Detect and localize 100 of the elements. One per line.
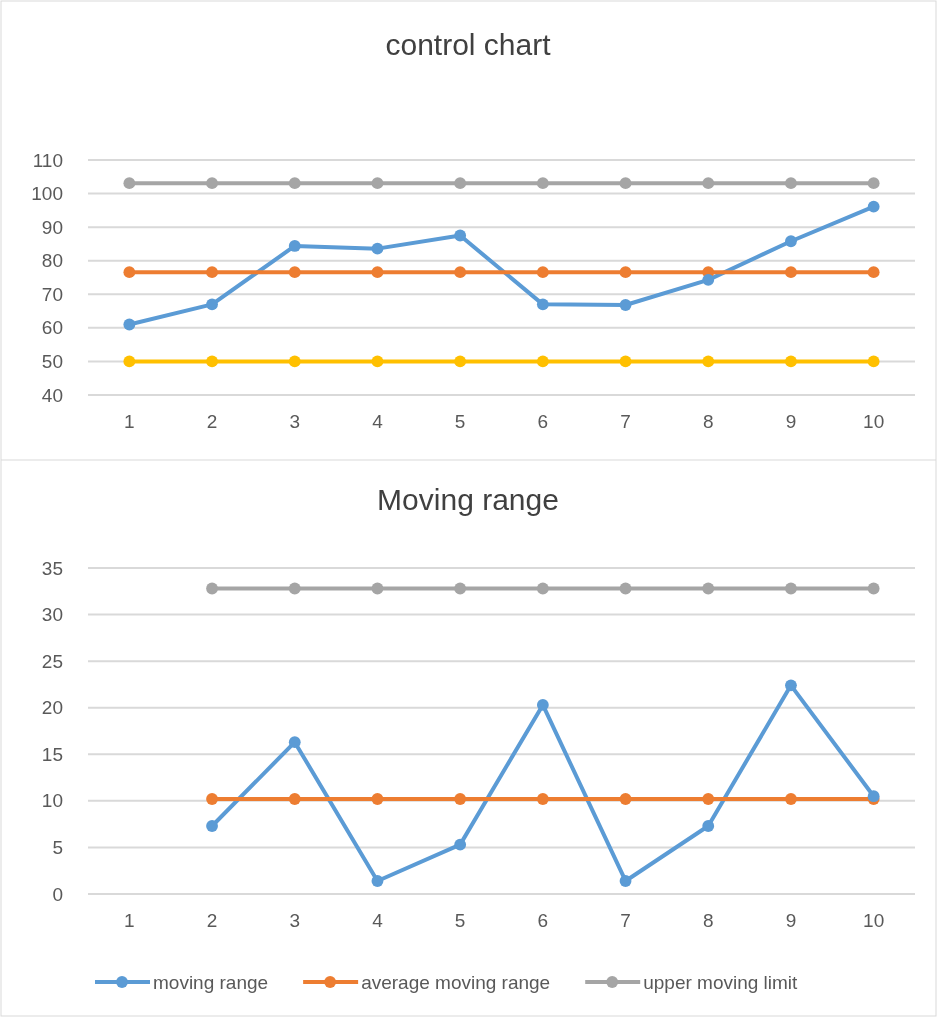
- point: [371, 875, 384, 887]
- point: [454, 838, 467, 851]
- y-tick-label: 80: [41, 250, 63, 272]
- x-tick-label: 7: [620, 910, 631, 932]
- chart-title: control chart: [385, 28, 552, 61]
- point: [785, 177, 797, 190]
- y-tick-label: 90: [41, 216, 63, 238]
- x-tick-label: 3: [289, 910, 301, 932]
- point: [702, 582, 715, 595]
- point: [206, 355, 218, 368]
- point: [454, 177, 467, 190]
- point: [123, 266, 136, 279]
- point: [536, 177, 549, 190]
- y-tick-label: 10: [41, 790, 63, 812]
- x-tick-label: 4: [372, 910, 384, 932]
- point: [702, 273, 715, 286]
- y-tick-label: 60: [41, 317, 63, 339]
- point: [867, 355, 880, 368]
- point: [206, 177, 218, 190]
- point: [371, 177, 384, 190]
- point: [371, 266, 384, 279]
- point: [454, 229, 467, 242]
- x-tick-label: 1: [124, 411, 135, 433]
- point: [454, 266, 467, 279]
- point: [288, 736, 301, 749]
- point: [619, 299, 632, 311]
- point: [619, 793, 632, 805]
- x-tick-label: 5: [454, 910, 466, 932]
- point: [536, 699, 549, 711]
- point: [619, 355, 632, 368]
- x-tick-label: 8: [702, 910, 714, 932]
- x-tick-label: 10: [863, 411, 885, 433]
- x-tick-label: 2: [206, 910, 218, 932]
- point: [785, 582, 797, 595]
- point: [785, 355, 797, 368]
- point: [785, 679, 797, 692]
- x-tick-label: 9: [785, 910, 797, 932]
- y-tick-label: 40: [41, 384, 63, 406]
- point: [702, 793, 715, 805]
- point: [288, 177, 301, 190]
- point: [288, 793, 301, 805]
- point: [206, 820, 218, 832]
- point: [454, 355, 467, 368]
- point: [536, 582, 549, 595]
- legend-label: moving range: [153, 972, 269, 993]
- y-tick-label: 35: [41, 557, 63, 579]
- x-tick-label: 6: [537, 910, 549, 932]
- x-tick-label: 8: [702, 411, 714, 433]
- y-tick-label: 50: [41, 351, 63, 373]
- point: [785, 793, 797, 805]
- point: [206, 266, 218, 279]
- point: [785, 266, 797, 279]
- x-tick-label: 2: [206, 411, 218, 433]
- point: [619, 266, 632, 279]
- point: [123, 355, 136, 368]
- x-tick-label: 7: [620, 411, 631, 433]
- x-tick-label: 5: [454, 411, 466, 433]
- point: [619, 875, 632, 887]
- point: [288, 240, 301, 252]
- point: [785, 235, 797, 248]
- point: [371, 242, 384, 255]
- point: [702, 820, 715, 832]
- point: [206, 582, 218, 595]
- legend-label: upper moving limit: [643, 972, 799, 993]
- point: [536, 793, 549, 805]
- point: [619, 582, 632, 595]
- point: [702, 177, 715, 190]
- point: [206, 298, 218, 311]
- point: [454, 793, 467, 805]
- chart-title: Moving range: [377, 483, 559, 516]
- point: [867, 582, 880, 595]
- x-tick-label: 4: [372, 411, 384, 433]
- point: [206, 793, 218, 805]
- point: [702, 355, 715, 368]
- point: [288, 582, 301, 595]
- y-tick-label: 100: [31, 183, 63, 205]
- point: [123, 177, 136, 190]
- point: [867, 200, 880, 213]
- x-tick-label: 10: [863, 910, 885, 932]
- point: [288, 266, 301, 279]
- x-tick-label: 3: [289, 411, 301, 433]
- y-tick-label: 25: [41, 650, 63, 672]
- x-tick-label: 6: [537, 411, 549, 433]
- point: [371, 793, 384, 805]
- point: [371, 355, 384, 368]
- point: [867, 266, 880, 279]
- point: [371, 582, 384, 595]
- x-tick-label: 1: [124, 910, 135, 932]
- point: [536, 355, 549, 368]
- point: [867, 177, 880, 190]
- point: [123, 318, 136, 331]
- x-tick-label: 9: [785, 411, 797, 433]
- point: [454, 582, 467, 595]
- legend-label: average moving range: [361, 972, 551, 993]
- point: [536, 298, 549, 311]
- y-tick-label: 0: [52, 883, 63, 905]
- y-tick-label: 5: [52, 837, 63, 859]
- y-tick-label: 15: [41, 743, 63, 765]
- y-tick-label: 20: [41, 697, 63, 719]
- y-tick-label: 70: [41, 283, 63, 305]
